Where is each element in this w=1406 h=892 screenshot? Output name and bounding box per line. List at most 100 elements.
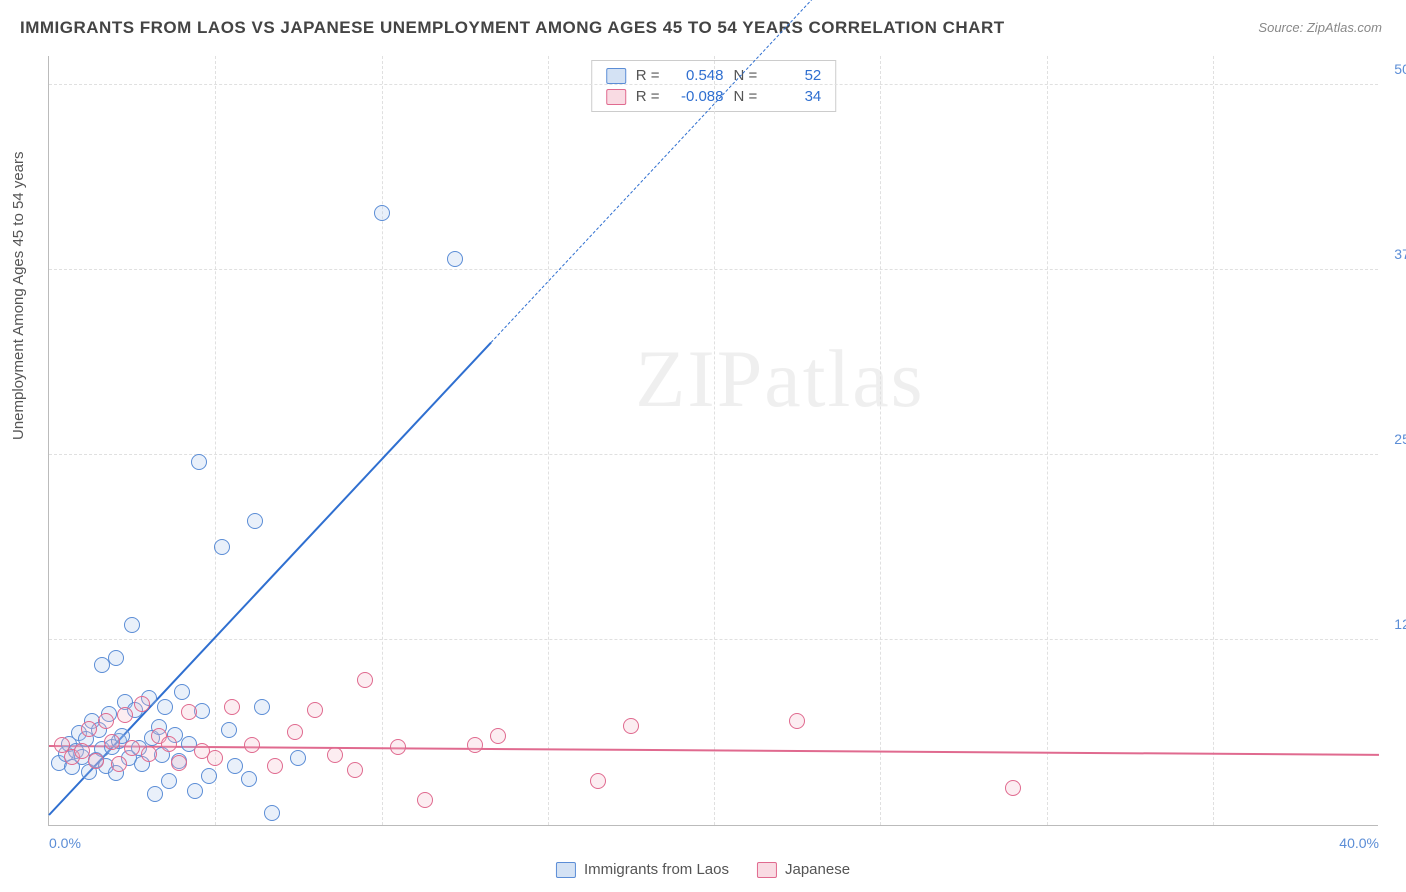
scatter-marker xyxy=(174,684,190,700)
scatter-marker xyxy=(111,756,127,772)
scatter-marker xyxy=(307,702,323,718)
scatter-marker xyxy=(141,746,157,762)
gridline-vertical xyxy=(548,56,549,825)
scatter-marker xyxy=(357,672,373,688)
scatter-marker xyxy=(117,707,133,723)
source-value: ZipAtlas.com xyxy=(1307,20,1382,35)
scatter-marker xyxy=(590,773,606,789)
scatter-marker xyxy=(121,750,137,766)
series-legend: Immigrants from Laos Japanese xyxy=(556,861,850,878)
watermark-atlas: atlas xyxy=(764,333,924,424)
y-tick-label: 37.5% xyxy=(1384,246,1406,262)
legend-label: Immigrants from Laos xyxy=(584,861,729,878)
scatter-marker xyxy=(134,756,150,772)
gridline-horizontal xyxy=(49,84,1378,85)
legend-swatch xyxy=(757,862,777,878)
gridline-vertical xyxy=(880,56,881,825)
y-tick-label: 12.5% xyxy=(1384,616,1406,632)
scatter-marker xyxy=(81,721,97,737)
legend-item: Japanese xyxy=(757,861,850,878)
scatter-marker xyxy=(347,762,363,778)
scatter-marker xyxy=(221,722,237,738)
n-label: N = xyxy=(734,88,758,105)
scatter-marker xyxy=(84,713,100,729)
scatter-plot-area: ZIPatlas R =0.548N =52R =-0.088N =34 12.… xyxy=(48,56,1378,826)
scatter-marker xyxy=(151,728,167,744)
scatter-marker xyxy=(98,713,114,729)
scatter-marker xyxy=(131,740,147,756)
r-value: 0.548 xyxy=(670,67,724,84)
scatter-marker xyxy=(154,747,170,763)
source-label: Source: xyxy=(1258,20,1303,35)
r-label: R = xyxy=(636,67,660,84)
r-label: R = xyxy=(636,88,660,105)
scatter-marker xyxy=(244,737,260,753)
scatter-marker xyxy=(94,657,110,673)
scatter-marker xyxy=(117,694,133,710)
scatter-marker xyxy=(187,783,203,799)
scatter-marker xyxy=(490,728,506,744)
scatter-marker xyxy=(247,513,263,529)
legend-label: Japanese xyxy=(785,861,850,878)
gridline-vertical xyxy=(714,56,715,825)
scatter-marker xyxy=(88,753,104,769)
scatter-marker xyxy=(327,747,343,763)
legend-swatch xyxy=(556,862,576,878)
scatter-marker xyxy=(161,773,177,789)
scatter-marker xyxy=(171,755,187,771)
scatter-marker xyxy=(467,737,483,753)
gridline-horizontal xyxy=(49,639,1378,640)
scatter-marker xyxy=(108,765,124,781)
scatter-marker xyxy=(241,771,257,787)
y-tick-label: 25.0% xyxy=(1384,431,1406,447)
scatter-marker xyxy=(124,740,140,756)
scatter-marker xyxy=(194,703,210,719)
legend-swatch xyxy=(606,89,626,105)
scatter-marker xyxy=(201,768,217,784)
scatter-marker xyxy=(224,699,240,715)
scatter-marker xyxy=(161,736,177,752)
legend-item: Immigrants from Laos xyxy=(556,861,729,878)
scatter-marker xyxy=(264,805,280,821)
n-value: 52 xyxy=(767,67,821,84)
y-tick-label: 50.0% xyxy=(1384,61,1406,77)
gridline-horizontal xyxy=(49,454,1378,455)
legend-swatch xyxy=(606,68,626,84)
scatter-marker xyxy=(254,699,270,715)
x-tick-label: 40.0% xyxy=(1339,835,1379,851)
scatter-marker xyxy=(623,718,639,734)
scatter-marker xyxy=(151,719,167,735)
n-value: 34 xyxy=(767,88,821,105)
gridline-horizontal xyxy=(49,269,1378,270)
scatter-marker xyxy=(287,724,303,740)
scatter-marker xyxy=(157,699,173,715)
scatter-marker xyxy=(51,755,67,771)
scatter-marker xyxy=(124,617,140,633)
x-tick-label: 0.0% xyxy=(49,835,81,851)
scatter-marker xyxy=(181,736,197,752)
scatter-marker xyxy=(267,758,283,774)
scatter-marker xyxy=(64,759,80,775)
gridline-vertical xyxy=(215,56,216,825)
scatter-marker xyxy=(144,730,160,746)
scatter-marker xyxy=(171,753,187,769)
scatter-marker xyxy=(447,251,463,267)
scatter-marker xyxy=(71,725,87,741)
y-axis-label: Unemployment Among Ages 45 to 54 years xyxy=(10,151,27,440)
scatter-marker xyxy=(191,454,207,470)
scatter-marker xyxy=(417,792,433,808)
trend-line xyxy=(491,0,847,343)
chart-title: IMMIGRANTS FROM LAOS VS JAPANESE UNEMPLO… xyxy=(20,18,1005,38)
scatter-marker xyxy=(227,758,243,774)
scatter-marker xyxy=(108,650,124,666)
source-attribution: Source: ZipAtlas.com xyxy=(1258,20,1382,35)
scatter-marker xyxy=(74,749,90,765)
scatter-marker xyxy=(91,722,107,738)
scatter-marker xyxy=(167,727,183,743)
scatter-marker xyxy=(181,704,197,720)
gridline-vertical xyxy=(1213,56,1214,825)
gridline-vertical xyxy=(382,56,383,825)
scatter-marker xyxy=(789,713,805,729)
scatter-marker xyxy=(1005,780,1021,796)
scatter-marker xyxy=(101,706,117,722)
